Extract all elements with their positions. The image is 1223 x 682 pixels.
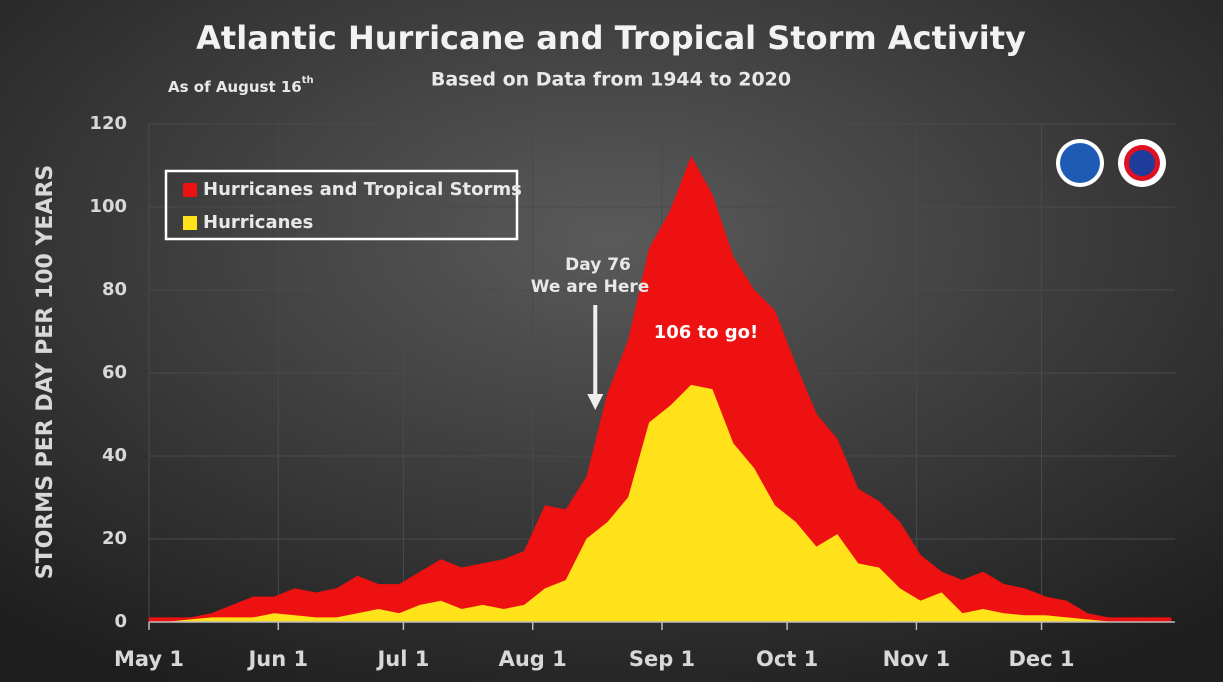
x-tick-label: Jul 1 [375, 647, 429, 671]
area [149, 384, 1171, 623]
x-tick-label: May 1 [114, 647, 184, 671]
note-sup: th [302, 75, 314, 86]
y-axis-label: STORMS PER DAY PER 100 YEARS [33, 165, 58, 580]
x-tick-label: Jun 1 [246, 647, 308, 671]
note-text: As of August 16 [168, 78, 302, 96]
logo [1129, 150, 1155, 176]
x-tick-label: Oct 1 [756, 647, 818, 671]
y-tick-label: 20 [102, 528, 127, 549]
subtitle: Based on Data from 1944 to 2020 [431, 69, 791, 91]
y-tick-label: 40 [102, 445, 127, 466]
y-tick-label: 120 [89, 113, 127, 134]
legend-swatch [183, 183, 197, 197]
logo [1060, 143, 1100, 183]
arrow-head [587, 394, 604, 410]
x-tick-label: Dec 1 [1009, 647, 1075, 671]
x-tick-label: Sep 1 [629, 647, 695, 671]
areas [148, 156, 1172, 623]
y-tick-label: 100 [89, 196, 127, 217]
area [148, 156, 1172, 623]
note: As of August 16th [168, 75, 314, 96]
legend-label: Hurricanes [203, 212, 313, 233]
x-tick-label: Aug 1 [499, 647, 567, 671]
y-tick-label: 0 [114, 611, 127, 632]
annotation: 106 to go! [654, 322, 759, 343]
annotation: We are Here [531, 277, 650, 297]
legend-label: Hurricanes and Tropical Storms [203, 179, 522, 200]
legend-swatch [183, 216, 197, 230]
y-tick-label: 80 [102, 279, 127, 300]
x-tick-label: Nov 1 [883, 647, 951, 671]
annotation: Day 76 [565, 255, 631, 275]
y-tick-label: 60 [102, 362, 127, 383]
chart-title: Atlantic Hurricane and Tropical Storm Ac… [196, 19, 1026, 57]
logos [1056, 139, 1166, 187]
legend-box [164, 169, 519, 241]
legend: Hurricanes and Tropical Storms Hurricanes [164, 169, 522, 241]
